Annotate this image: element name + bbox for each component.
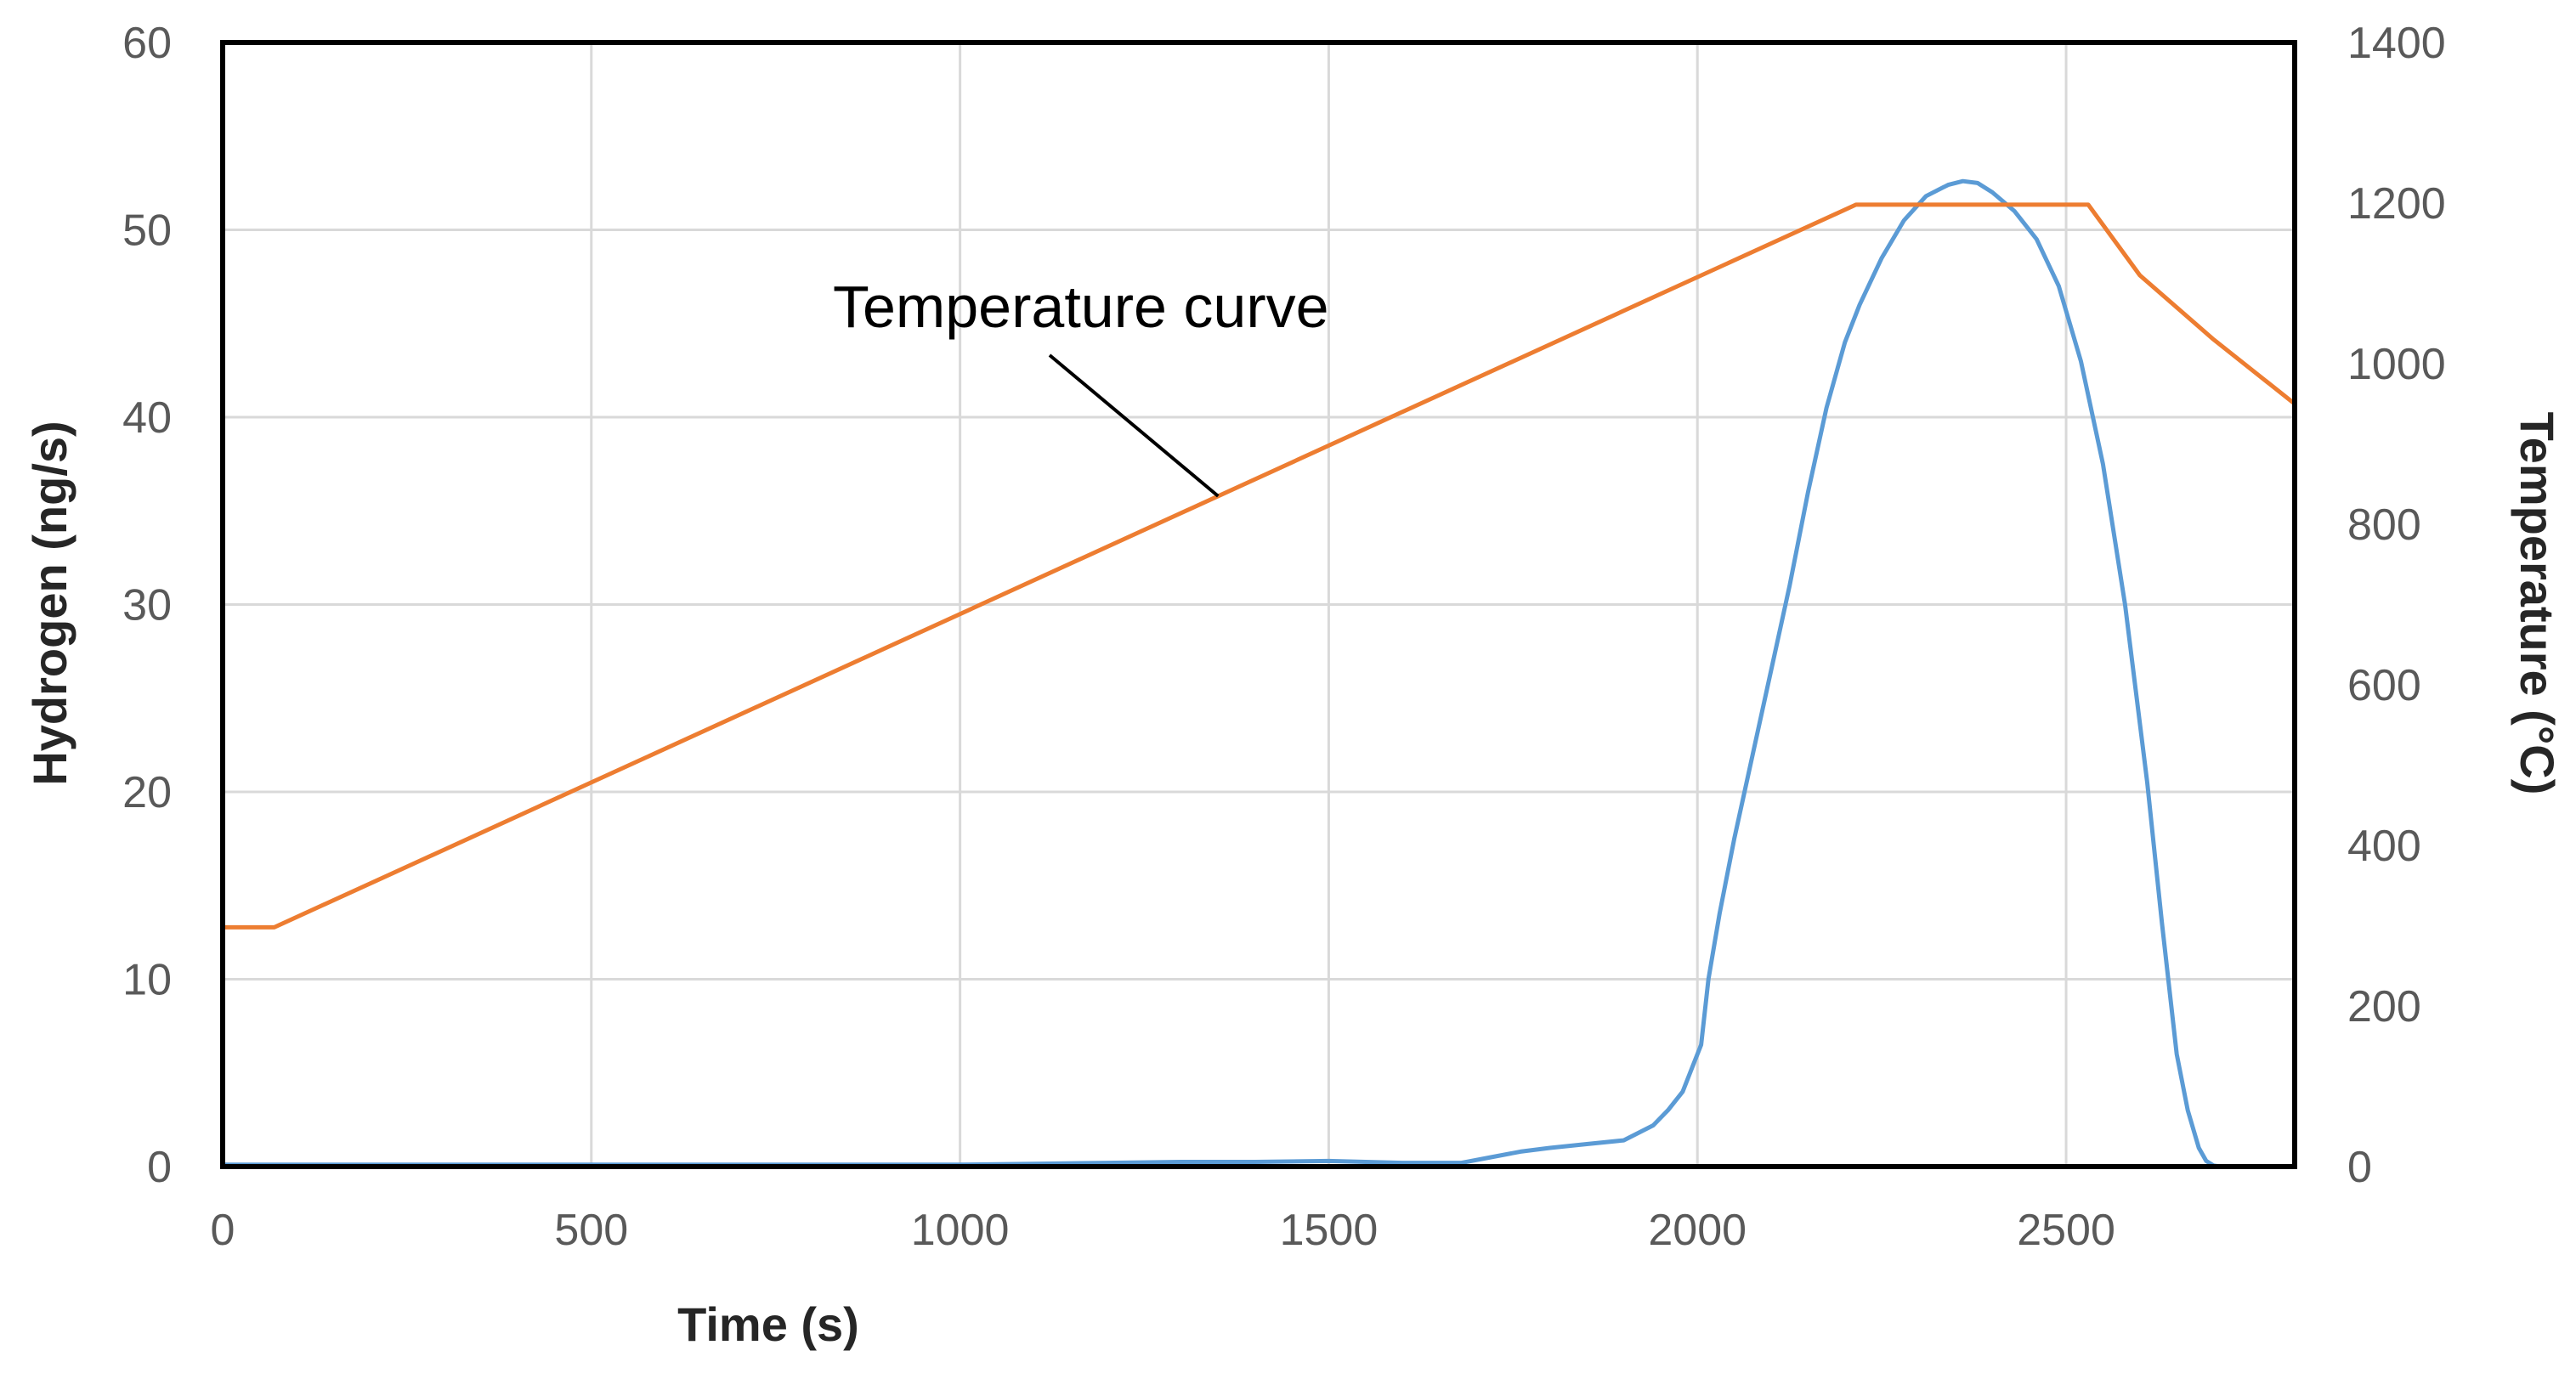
series-line-temperature bbox=[220, 202, 2297, 930]
right-axis-ticks: 0 200 400 600 800 1000 1200 1400 bbox=[2347, 19, 2446, 1192]
left-axis-tick-label: 30 bbox=[122, 581, 172, 630]
left-axis-tick-label: 50 bbox=[122, 206, 172, 256]
right-axis-tick-label: 1400 bbox=[2347, 19, 2446, 68]
right-axis-title: Temperature (°C) bbox=[2511, 412, 2564, 795]
left-axis-tick-label: 0 bbox=[147, 1143, 172, 1192]
annotation-label: Temperature curve bbox=[833, 274, 1329, 340]
right-axis-tick-label: 200 bbox=[2347, 982, 2421, 1031]
right-axis-tick-label: 400 bbox=[2347, 822, 2421, 871]
right-axis-tick-label: 0 bbox=[2347, 1143, 2372, 1192]
left-axis-tick-label: 60 bbox=[122, 19, 172, 68]
series-line-hydrogen bbox=[220, 178, 2223, 1169]
x-axis-tick-label: 1500 bbox=[1280, 1206, 1379, 1255]
grid-lines bbox=[221, 41, 2295, 1168]
x-axis-ticks: 0 500 1000 1500 2000 2500 bbox=[211, 1206, 2115, 1255]
x-axis-tick-label: 2000 bbox=[1648, 1206, 1747, 1255]
x-axis-tick-label: 1000 bbox=[911, 1206, 1010, 1255]
x-axis-title: Time (s) bbox=[677, 1297, 859, 1351]
x-axis-tick-label: 2500 bbox=[2017, 1206, 2115, 1255]
left-axis-tick-label: 10 bbox=[122, 956, 172, 1005]
right-axis-tick-label: 1200 bbox=[2347, 179, 2446, 229]
x-axis-tick-label: 500 bbox=[554, 1206, 628, 1255]
annotation-leader-line bbox=[1048, 353, 1220, 498]
left-axis-tick-label: 20 bbox=[122, 768, 172, 817]
left-axis-title: Hydrogen (ng/s) bbox=[23, 421, 76, 785]
x-axis-tick-label: 0 bbox=[211, 1206, 235, 1255]
left-axis-ticks: 0 10 20 30 40 50 60 bbox=[122, 19, 172, 1192]
plot-area-border bbox=[220, 40, 2297, 1169]
left-axis-tick-label: 40 bbox=[122, 393, 172, 443]
series-layer bbox=[220, 178, 2297, 1169]
right-axis-tick-label: 800 bbox=[2347, 500, 2421, 550]
right-axis-tick-label: 600 bbox=[2347, 661, 2421, 710]
right-axis-tick-label: 1000 bbox=[2347, 340, 2446, 389]
